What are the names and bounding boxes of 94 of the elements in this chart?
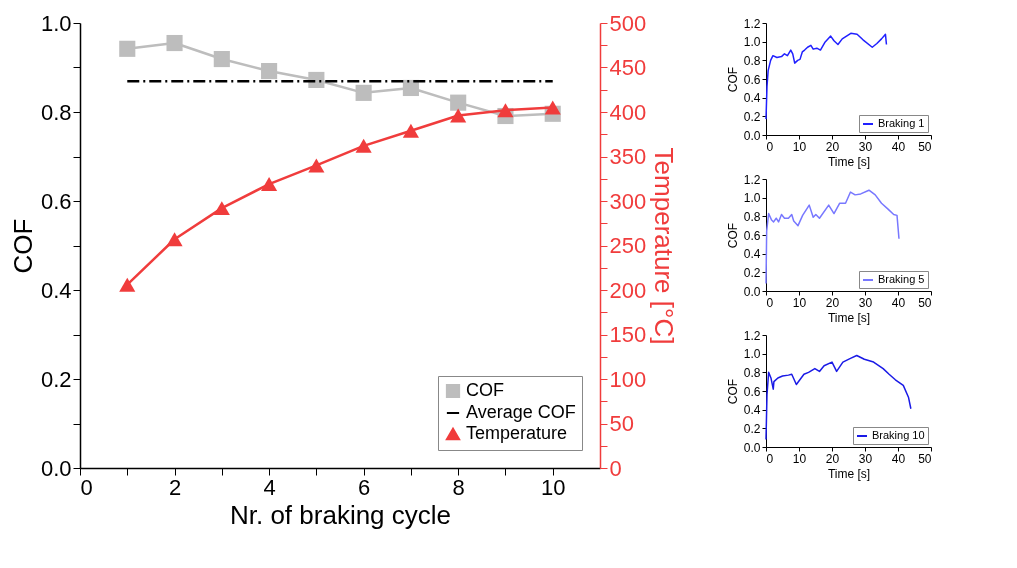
- x-tick-label: 0: [80, 474, 93, 500]
- line-series: [765, 354, 912, 441]
- x-tick-label: 30: [858, 295, 873, 310]
- legend-label: Temperature: [466, 423, 568, 443]
- x-tick-label: 10: [792, 451, 807, 466]
- y-tick-label: 0.0: [743, 128, 761, 143]
- point: [166, 34, 183, 52]
- y-tick-label: 1.2: [743, 16, 761, 31]
- legend-label: COF: [466, 380, 504, 400]
- y-tick-label: 0.4: [743, 403, 761, 418]
- y-tick-label: 0.8: [40, 99, 72, 125]
- x-tick-label: 6: [358, 474, 371, 500]
- y-tick-label: 0.8: [743, 53, 761, 68]
- y-axis-title: COF: [725, 66, 740, 93]
- x-tick-label: 30: [858, 139, 873, 154]
- point: [261, 177, 278, 192]
- point: [166, 232, 183, 247]
- y-tick-label: 0.2: [743, 109, 761, 124]
- y2-tick-label: 250: [609, 233, 647, 258]
- y-tick-label: 1.2: [743, 172, 761, 187]
- x-axis-title: Nr. of braking cycle: [229, 499, 452, 530]
- point: [450, 108, 467, 123]
- y2-tick-label: 100: [609, 366, 647, 392]
- y2-tick-label: 350: [609, 144, 647, 169]
- x-tick-label: 40: [891, 295, 906, 310]
- y2-tick-label: 400: [609, 99, 647, 125]
- y-tick-label: 0.0: [40, 455, 72, 481]
- y-tick-label: 0.8: [743, 209, 761, 224]
- y-axis-title: COF: [7, 218, 38, 274]
- y-tick-label: 0.4: [743, 247, 761, 262]
- line-series: [765, 32, 888, 120]
- legend-label: Braking 5: [878, 273, 925, 285]
- x-tick-label: 30: [858, 451, 873, 466]
- point: [355, 138, 372, 153]
- y-axis-title: COF: [725, 222, 740, 249]
- x-tick-label: 8: [452, 474, 465, 500]
- y2-tick-label: 50: [609, 411, 634, 436]
- x-axis-title: Time [s]: [827, 466, 871, 481]
- y-tick-label: 0.4: [743, 91, 761, 106]
- y-tick-label: 0.2: [743, 265, 761, 280]
- x-tick-label: 20: [825, 295, 840, 310]
- y-tick-label: 1.2: [743, 328, 761, 343]
- point: [119, 40, 136, 57]
- x-tick-label: 4: [263, 474, 276, 500]
- y-tick-label: 0.0: [743, 440, 761, 455]
- legend-label: Braking 10: [872, 429, 925, 441]
- x-tick-label: 0: [766, 451, 774, 466]
- y2-tick-label: 300: [609, 188, 647, 214]
- x-tick-label: 50: [918, 295, 932, 310]
- y-tick-label: 0.6: [40, 188, 72, 214]
- point: [544, 100, 561, 115]
- y2-tick-label: 200: [609, 277, 647, 303]
- point: [213, 50, 230, 68]
- x-tick-label: 10: [792, 139, 807, 154]
- y2-tick-label: 450: [609, 55, 647, 80]
- y-tick-label: 0.6: [743, 228, 761, 243]
- legend-label: Average COF: [466, 402, 576, 422]
- y-tick-label: 0.6: [743, 72, 761, 87]
- x-axis-title: Time [s]: [827, 154, 871, 169]
- y2-tick-label: 150: [609, 322, 647, 347]
- y-tick-label: 0.6: [743, 384, 761, 399]
- y-tick-label: 0.8: [743, 365, 761, 380]
- point: [355, 84, 372, 101]
- x-tick-label: 20: [825, 451, 840, 466]
- y-tick-label: 0.0: [743, 284, 761, 299]
- y-tick-label: 1.0: [40, 10, 72, 36]
- x-tick-label: 40: [891, 139, 906, 154]
- x-tick-label: 2: [168, 474, 182, 500]
- x-tick-label: 20: [825, 139, 840, 154]
- point: [213, 201, 230, 216]
- point: [402, 123, 419, 138]
- y-tick-label: 1.0: [743, 35, 761, 50]
- point: [308, 158, 325, 173]
- x-tick-label: 10: [792, 295, 807, 310]
- y-tick-label: 1.0: [743, 191, 761, 206]
- legend-label: Braking 1: [878, 117, 925, 129]
- x-tick-label: 0: [766, 295, 774, 310]
- y-tick-label: 0.2: [743, 421, 761, 436]
- y-tick-label: 1.0: [743, 347, 761, 362]
- y-tick-label: 0.4: [40, 277, 72, 303]
- point: [119, 277, 136, 292]
- x-tick-label: 40: [891, 451, 906, 466]
- y2-tick-label: 500: [609, 10, 647, 36]
- x-tick-label: 10: [540, 474, 566, 500]
- y-axis-title: COF: [725, 378, 740, 405]
- y2-axis-title: Temperature [°C]: [649, 147, 680, 345]
- point: [497, 103, 514, 118]
- point: [450, 94, 467, 111]
- y-tick-label: 0.2: [40, 366, 72, 392]
- x-tick-label: 0: [766, 139, 774, 154]
- x-tick-label: 50: [918, 139, 932, 154]
- point: [261, 63, 278, 80]
- x-axis-title: Time [s]: [827, 310, 871, 325]
- x-tick-label: 50: [918, 451, 932, 466]
